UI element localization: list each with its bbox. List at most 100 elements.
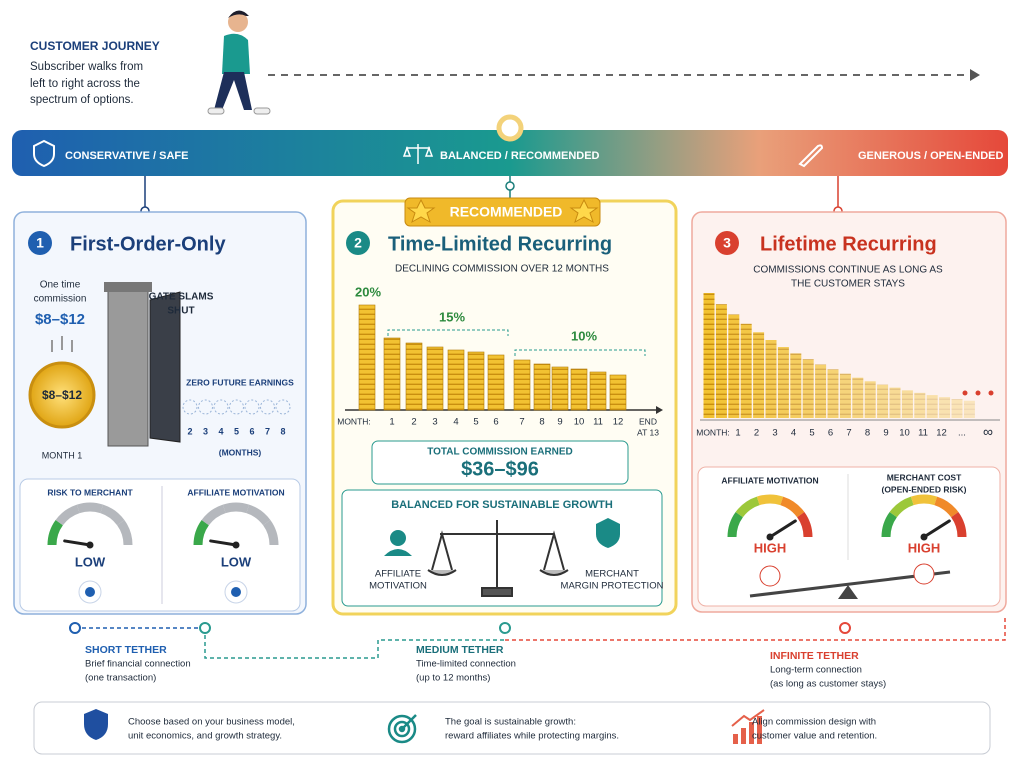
gauge-arc bbox=[47, 520, 64, 546]
month-label: 8 bbox=[280, 426, 285, 436]
dot bbox=[499, 622, 511, 634]
caption: (MONTHS) bbox=[219, 447, 262, 457]
gauge-level: LOW bbox=[221, 554, 252, 569]
empty-coin bbox=[213, 399, 229, 415]
month-label: 3 bbox=[203, 426, 208, 436]
tether-text: (up to 12 months) bbox=[416, 673, 490, 684]
coin-stack bbox=[383, 337, 401, 411]
footer-text: unit economics, and growth strategy. bbox=[128, 731, 282, 742]
month-label: 1 bbox=[389, 417, 394, 428]
coin-stack bbox=[939, 397, 951, 418]
path bbox=[214, 72, 252, 110]
footer-text: Choose based on your business model, unit… bbox=[128, 717, 877, 742]
month-label: 12 bbox=[936, 428, 947, 439]
needle-hub bbox=[86, 541, 94, 549]
coin-stack bbox=[487, 354, 505, 411]
coin-stack bbox=[790, 353, 802, 418]
gauge-arc bbox=[727, 512, 744, 538]
month-label: 9 bbox=[557, 417, 562, 428]
seesaw-base bbox=[838, 585, 858, 599]
coin-stack bbox=[426, 346, 444, 411]
gauge-arc bbox=[910, 494, 938, 506]
growth-icon bbox=[731, 709, 765, 744]
coin bbox=[28, 361, 96, 429]
needle bbox=[922, 519, 951, 539]
coin-stack bbox=[703, 293, 715, 418]
gauge-arc bbox=[222, 502, 250, 514]
month-label: 11 bbox=[918, 428, 928, 439]
month-label: 3 bbox=[772, 428, 777, 439]
month-label: 5 bbox=[473, 417, 478, 428]
spectrum-bar bbox=[12, 130, 1008, 176]
gauge-icon bbox=[759, 565, 781, 587]
stars bbox=[406, 198, 599, 224]
month-label: 11 bbox=[593, 417, 603, 428]
needle-hub bbox=[920, 533, 928, 541]
dot bbox=[839, 622, 851, 634]
gauge-arc bbox=[756, 494, 784, 506]
coin-stack bbox=[852, 377, 864, 418]
path bbox=[731, 709, 765, 727]
month-label: 2 bbox=[187, 426, 192, 436]
subtitle: THE CUSTOMER STAYS bbox=[791, 279, 905, 290]
coin-stack bbox=[815, 364, 827, 418]
tether-text: Time-limited connection bbox=[416, 659, 516, 670]
circle bbox=[387, 714, 417, 744]
coin-stack bbox=[467, 351, 485, 411]
gauge-arc bbox=[116, 520, 133, 546]
coin-stack bbox=[513, 359, 531, 411]
coin-stack bbox=[889, 387, 901, 418]
coin-stack bbox=[963, 400, 975, 418]
scale-icon bbox=[402, 144, 434, 164]
panel-title: First-Order-Only bbox=[70, 233, 226, 255]
subtitle: DECLINING COMMISSION OVER 12 MONTHS bbox=[395, 264, 609, 275]
pillar-cap bbox=[104, 282, 152, 292]
balance-label: AFFILIATE bbox=[375, 569, 421, 580]
month-label: 5 bbox=[234, 426, 239, 436]
month-label: 10 bbox=[574, 417, 585, 428]
month-label: 8 bbox=[539, 417, 544, 428]
rect bbox=[749, 722, 754, 744]
gauge-label: AFFILIATE MOTIVATION bbox=[187, 487, 284, 497]
coin-stack bbox=[358, 304, 376, 411]
panel-number: 2 bbox=[354, 235, 362, 251]
subtitle: COMMISSIONS CONTINUE AS LONG AS bbox=[753, 265, 943, 276]
number-badge bbox=[28, 231, 52, 255]
gauge-arc bbox=[950, 512, 967, 538]
month-label: 9 bbox=[883, 428, 888, 439]
gauge-icon bbox=[913, 563, 935, 585]
continuation bbox=[988, 390, 994, 396]
footer-text: Choose based on your business model, bbox=[128, 717, 295, 728]
number-badge bbox=[346, 231, 370, 255]
month-label: 2 bbox=[411, 417, 416, 428]
gauge-arc bbox=[934, 496, 959, 518]
gauge-arc bbox=[889, 496, 914, 518]
panel-number: 1 bbox=[36, 235, 44, 251]
walker bbox=[207, 10, 271, 115]
shield-icon bbox=[33, 139, 55, 168]
marker bbox=[496, 114, 524, 142]
bracket bbox=[387, 329, 509, 336]
coin-stack bbox=[777, 347, 789, 418]
empty-coin bbox=[198, 399, 213, 415]
total-box bbox=[371, 440, 629, 485]
coin-stack bbox=[877, 384, 889, 418]
dot bbox=[69, 622, 81, 634]
panel-number: 3 bbox=[723, 235, 731, 251]
footer-text: The goal is sustainable growth: bbox=[445, 717, 576, 728]
gauge-arc bbox=[735, 496, 760, 518]
coin-stack bbox=[740, 323, 752, 418]
arrow-head bbox=[970, 69, 980, 81]
tether-title: SHORT TETHER bbox=[85, 644, 167, 656]
empty-coin bbox=[229, 399, 244, 415]
tether-text: (as long as customer stays) bbox=[770, 679, 886, 690]
affiliate-icon bbox=[390, 530, 406, 546]
shield-icon bbox=[84, 709, 108, 740]
footer-text: Align commission design with bbox=[752, 717, 876, 728]
gauge-arc bbox=[796, 512, 813, 538]
coin-stack bbox=[951, 399, 963, 418]
balance-label: MOTIVATION bbox=[369, 581, 427, 592]
rect bbox=[757, 716, 762, 744]
circle bbox=[393, 720, 411, 738]
